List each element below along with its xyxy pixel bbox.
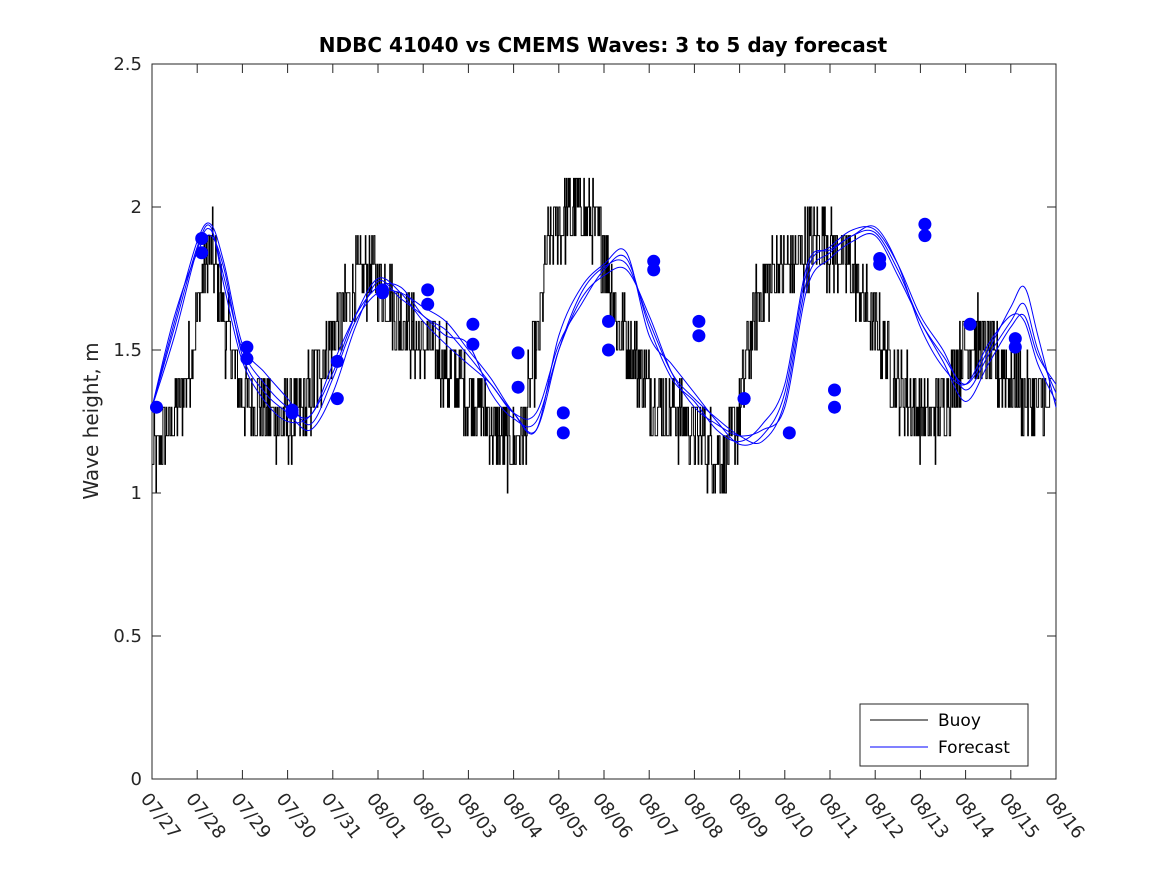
y-tick-label: 1.5 xyxy=(113,340,142,361)
forecast-marker xyxy=(647,263,661,277)
x-tick-label: 08/04 xyxy=(498,789,546,843)
x-tick-label: 07/27 xyxy=(136,789,184,843)
legend: Buoy Forecast xyxy=(859,703,1029,767)
forecast-line-2 xyxy=(151,222,1057,446)
forecast-marker xyxy=(918,229,932,243)
forecast-marker xyxy=(782,426,796,440)
x-tick-label: 08/16 xyxy=(1040,789,1088,843)
x-tick-label: 08/07 xyxy=(633,789,681,843)
x-tick-label: 08/06 xyxy=(588,789,636,843)
x-tick-label: 07/29 xyxy=(226,789,274,843)
forecast-marker xyxy=(828,400,841,414)
forecast-marker xyxy=(692,329,706,343)
forecast-marker xyxy=(421,283,435,297)
x-tick-label: 08/02 xyxy=(407,789,455,843)
forecast-marker xyxy=(330,392,344,406)
forecast-marker xyxy=(963,317,977,331)
buoy-line xyxy=(152,177,1052,494)
legend-buoy-label: Buoy xyxy=(938,711,981,731)
x-tick-label: 08/11 xyxy=(814,789,862,843)
forecast-marker xyxy=(376,283,389,297)
x-tick-label: 08/08 xyxy=(678,789,726,843)
chart-title: NDBC 41040 vs CMEMS Waves: 3 to 5 day fo… xyxy=(319,33,888,57)
legend-forecast-label: Forecast xyxy=(938,738,1010,758)
forecast-line-3 xyxy=(151,233,1057,437)
x-tick-label: 08/09 xyxy=(724,789,772,843)
forecast-marker xyxy=(602,314,615,328)
forecast-marker xyxy=(556,406,570,420)
y-axis-label: Wave height, m xyxy=(79,342,103,499)
forecast-marker xyxy=(285,406,299,420)
x-tick-label: 07/28 xyxy=(181,789,229,843)
forecast-marker xyxy=(602,343,615,357)
y-axis: 0 0.5 1 1.5 2 2.5 xyxy=(113,54,1056,790)
buoy-series-layer xyxy=(152,177,1052,494)
forecast-marker xyxy=(918,217,932,231)
forecast-marker xyxy=(1008,340,1022,354)
x-tick-label: 07/30 xyxy=(272,789,320,843)
forecast-series-layer xyxy=(151,222,1057,446)
y-tick-label: 2 xyxy=(131,197,142,218)
forecast-marker xyxy=(511,346,525,360)
y-tick-label: 1 xyxy=(131,483,142,504)
forecast-marker xyxy=(240,340,254,354)
y-tick-label: 0 xyxy=(131,769,142,790)
forecast-marker xyxy=(195,232,209,245)
forecast-marker xyxy=(556,426,570,440)
forecast-marker xyxy=(466,337,480,351)
x-tick-label: 08/10 xyxy=(769,789,817,843)
x-tick-label: 08/12 xyxy=(859,789,907,843)
legend-box xyxy=(859,703,1029,767)
y-tick-label: 0.5 xyxy=(113,626,142,647)
forecast-marker xyxy=(737,392,751,406)
forecast-marker xyxy=(150,400,163,414)
x-tick-label: 08/15 xyxy=(995,789,1043,843)
forecast-marker xyxy=(828,383,841,397)
x-tick-label: 08/01 xyxy=(362,789,410,843)
forecast-marker xyxy=(195,246,209,260)
forecast-marker xyxy=(421,297,435,311)
x-tick-label: 08/05 xyxy=(543,789,591,843)
forecast-marker xyxy=(330,354,344,368)
forecast-marker-layer xyxy=(150,217,1022,440)
forecast-marker xyxy=(692,314,706,328)
forecast-marker xyxy=(466,317,480,331)
x-tick-label: 08/14 xyxy=(950,789,998,843)
y-tick-label: 2.5 xyxy=(113,54,142,75)
x-tick-label: 08/03 xyxy=(452,789,500,843)
forecast-marker xyxy=(511,380,525,394)
x-tick-label: 07/31 xyxy=(317,789,365,843)
forecast-marker xyxy=(873,257,887,271)
x-tick-label: 08/13 xyxy=(904,789,952,843)
forecast-line-4 xyxy=(151,224,1057,443)
forecast-marker xyxy=(240,352,254,366)
